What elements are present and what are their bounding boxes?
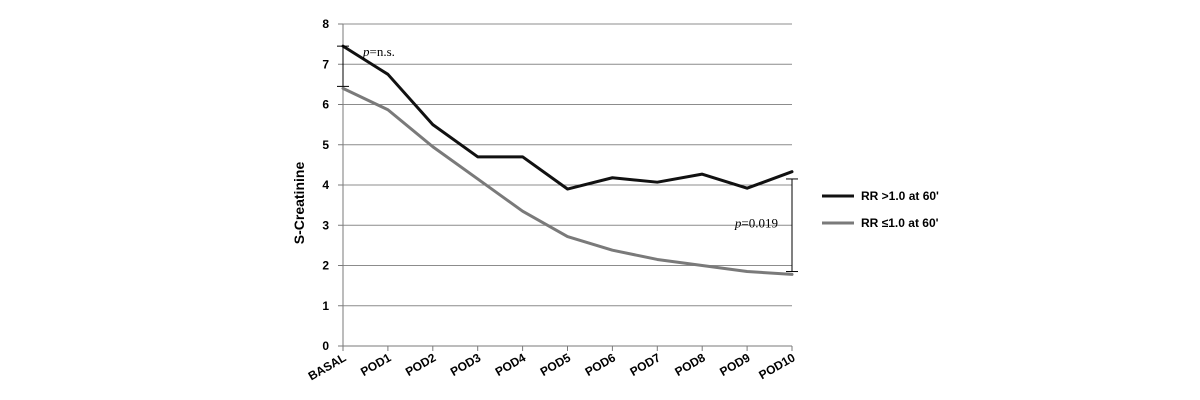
y-tick-label: 7 <box>322 57 329 71</box>
y-tick-label: 6 <box>322 98 329 112</box>
y-tick-label: 2 <box>322 259 329 273</box>
annotations: p=n.s.p=0.019 <box>337 44 798 273</box>
x-tick-label: POD10 <box>756 350 797 382</box>
y-tick-label: 1 <box>322 299 329 313</box>
y-tick-label: 4 <box>322 178 329 192</box>
y-tick-label: 5 <box>322 138 329 152</box>
x-tick-label: POD5 <box>538 350 574 379</box>
x-tick-label: POD3 <box>448 350 484 379</box>
p-value: =0.019 <box>741 215 778 230</box>
p-symbol: p <box>734 215 742 230</box>
series-line-1 <box>341 44 794 191</box>
x-tick-label: POD2 <box>403 350 439 379</box>
x-tick-label: POD8 <box>672 350 708 379</box>
legend-label-2: RR ≤1.0 at 60' <box>861 216 939 230</box>
x-tick-label: POD7 <box>627 350 663 379</box>
x-tick-label: POD1 <box>358 350 394 379</box>
series-line-2 <box>341 86 794 276</box>
p-value-label: p=n.s. <box>362 44 395 59</box>
p-value: =n.s. <box>370 44 395 59</box>
y-tick-label: 3 <box>322 218 329 232</box>
x-tick-label: POD6 <box>583 350 619 379</box>
y-tick-label: 0 <box>322 339 329 353</box>
p-value-label: p=0.019 <box>734 215 778 230</box>
axes <box>338 23 793 351</box>
y-axis-title: S-Creatinine <box>291 162 307 245</box>
gridlines <box>343 23 792 307</box>
x-tick-label: POD4 <box>493 350 529 379</box>
x-tick-label: BASAL <box>306 350 349 383</box>
p-symbol: p <box>362 44 370 59</box>
series-lines <box>341 44 794 276</box>
legend: RR >1.0 at 60' RR ≤1.0 at 60' <box>822 189 939 230</box>
x-tick-label: POD9 <box>717 350 753 379</box>
legend-label-1: RR >1.0 at 60' <box>861 189 939 203</box>
y-tick-label: 8 <box>322 17 329 31</box>
tick-labels: 0 1 2 3 4 5 6 7 8 BASAL POD1 POD2 POD3 POD4 POD5 POD6 PO… <box>306 17 798 383</box>
